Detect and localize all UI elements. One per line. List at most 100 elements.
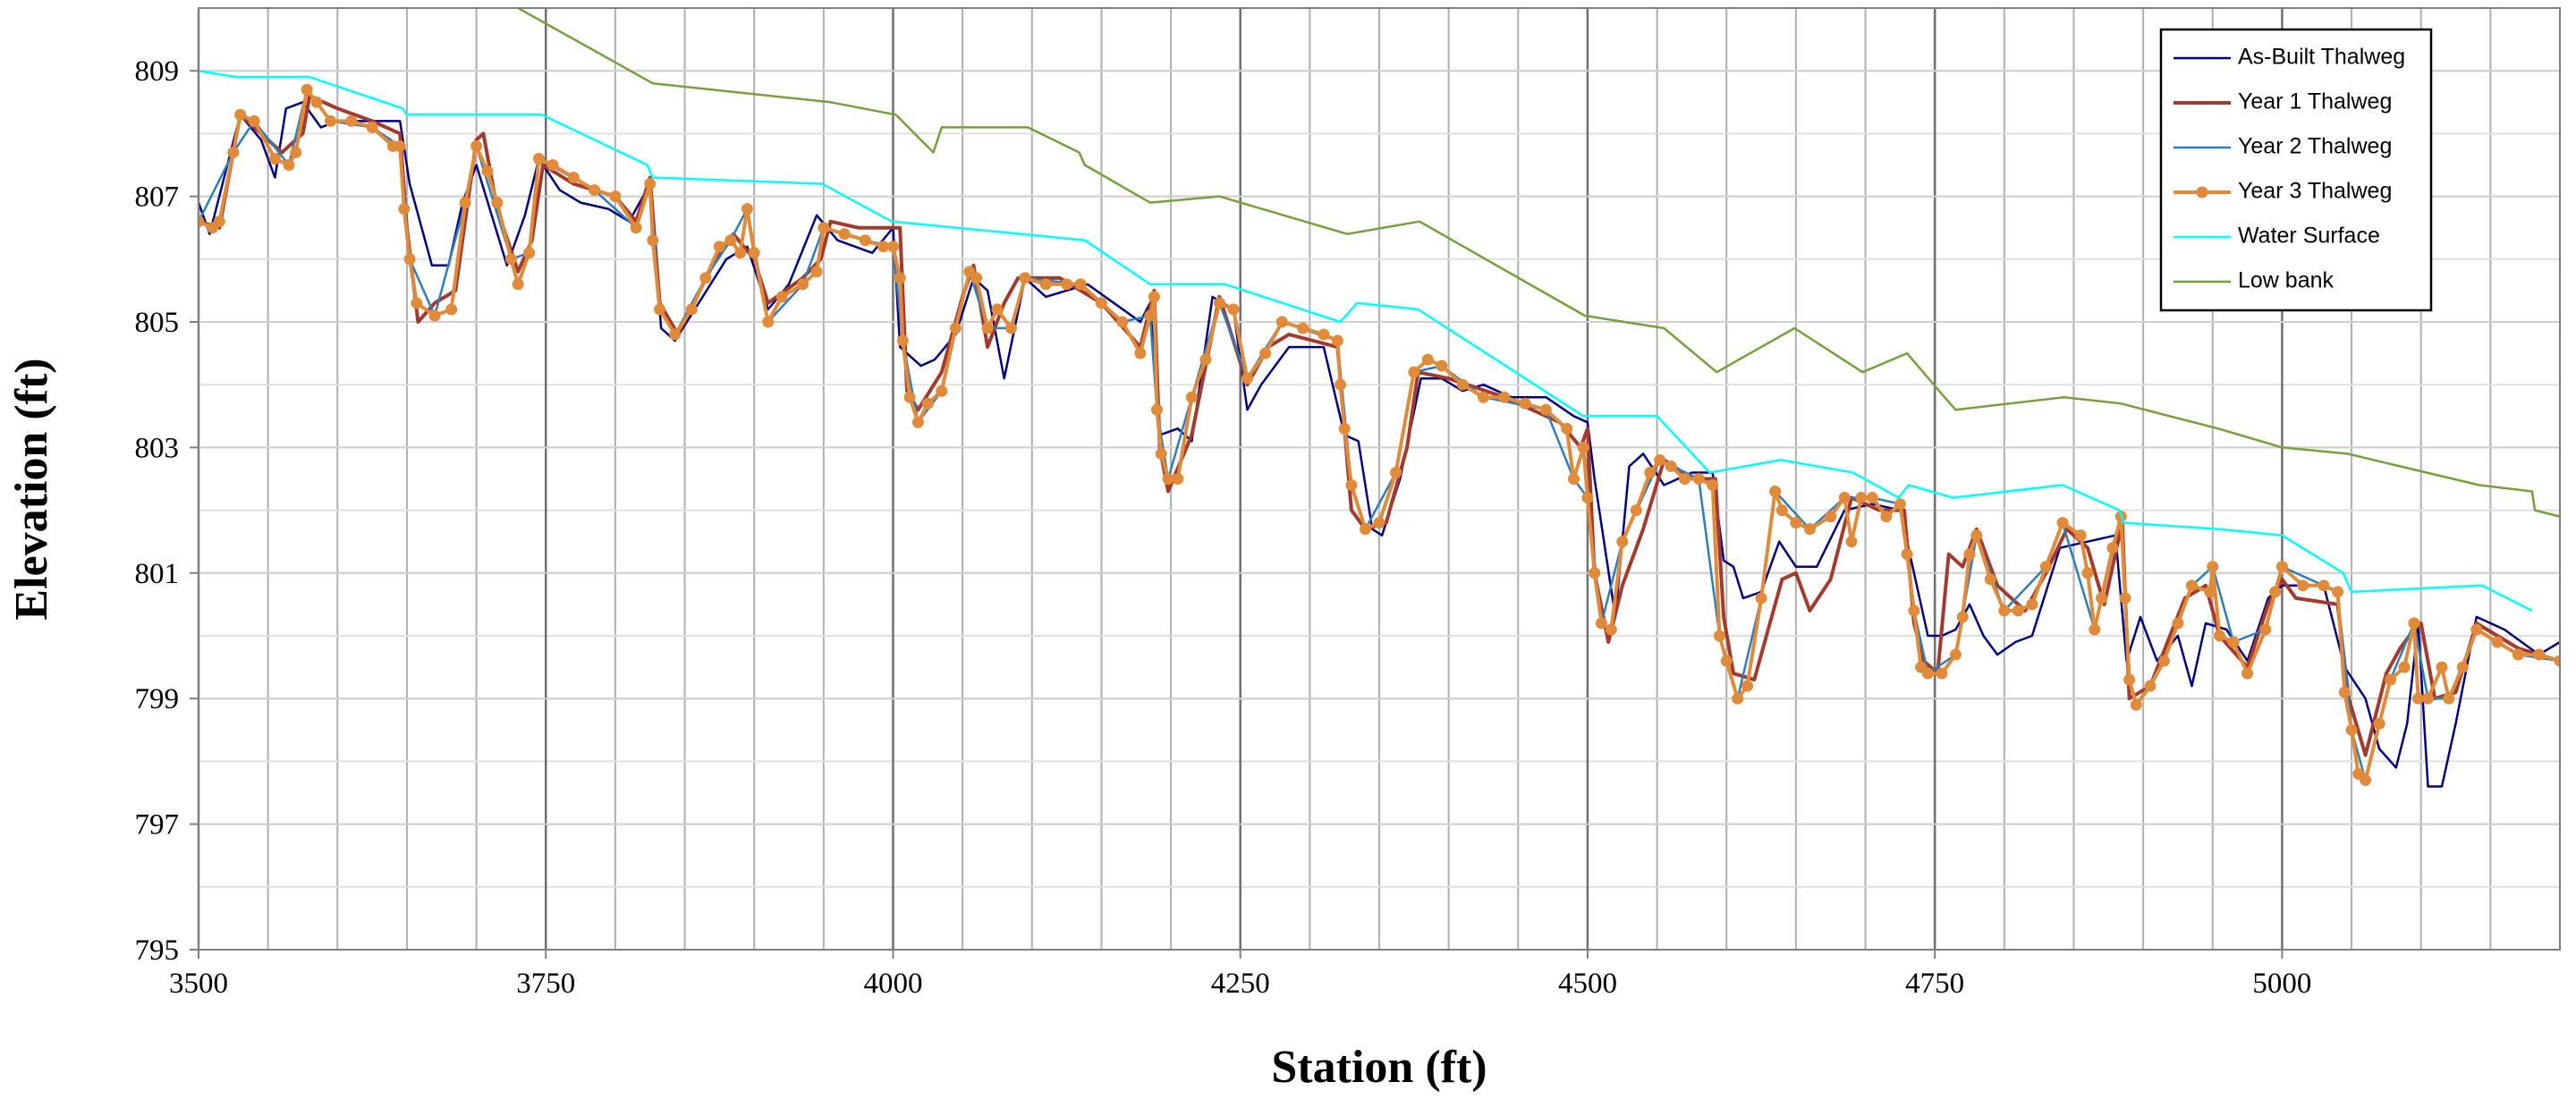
point-marker: [2172, 617, 2184, 630]
point-marker: [2241, 667, 2254, 680]
point-marker: [366, 121, 378, 133]
point-marker: [2227, 636, 2240, 648]
point-marker: [949, 322, 962, 334]
point-marker: [647, 234, 659, 247]
point-marker: [470, 139, 483, 152]
point-marker: [1338, 422, 1351, 435]
point-marker: [2157, 655, 2170, 667]
point-marker: [1894, 498, 1906, 511]
point-marker: [2385, 673, 2397, 686]
point-marker: [970, 272, 983, 284]
x-tick-label: 3750: [516, 968, 575, 1000]
y-tick-label: 805: [135, 307, 180, 339]
point-marker: [2491, 636, 2504, 648]
legend-label: Low bank: [2238, 268, 2334, 293]
point-marker: [1963, 548, 1976, 561]
point-marker: [859, 234, 871, 247]
point-marker: [445, 303, 458, 316]
point-marker: [894, 272, 906, 284]
x-tick-label: 4500: [1558, 968, 1617, 1000]
point-marker: [810, 266, 823, 278]
point-marker: [1949, 648, 1962, 661]
point-marker: [609, 190, 622, 203]
point-marker: [523, 247, 536, 259]
point-marker: [1998, 604, 2011, 617]
point-marker: [2436, 661, 2448, 673]
point-marker: [1956, 611, 1969, 623]
point-marker: [481, 165, 494, 178]
point-marker: [268, 152, 281, 165]
point-marker: [2275, 561, 2288, 573]
point-marker: [2269, 586, 2282, 598]
point-marker: [1908, 604, 1920, 617]
point-marker: [1741, 680, 1754, 692]
point-marker: [1630, 504, 1642, 517]
point-marker: [2106, 542, 2119, 554]
point-marker: [1241, 372, 1253, 385]
point-marker: [1456, 378, 1469, 391]
point-marker: [1199, 353, 1212, 366]
point-marker: [1644, 466, 1657, 478]
point-marker: [1755, 592, 1767, 604]
point-marker: [2081, 567, 2094, 579]
point-marker: [991, 303, 1004, 316]
point-marker: [1581, 492, 1594, 504]
x-tick-label: 4750: [1905, 968, 1964, 1000]
point-marker: [1498, 391, 1511, 403]
point-marker: [1936, 667, 1948, 680]
point-marker: [459, 197, 471, 209]
point-marker: [2207, 561, 2219, 573]
plot-area: [199, 8, 2560, 788]
point-marker: [1803, 523, 1816, 536]
point-marker: [1172, 473, 1184, 485]
point-marker: [1095, 297, 1107, 309]
point-marker: [734, 247, 747, 259]
point-marker: [227, 146, 240, 158]
point-marker: [325, 114, 337, 127]
point-marker: [1155, 447, 1167, 460]
point-marker: [877, 241, 890, 253]
point-marker: [1151, 403, 1164, 416]
point-marker: [234, 108, 247, 121]
point-marker: [2318, 579, 2330, 592]
point-marker: [2012, 604, 2024, 617]
point-marker: [199, 216, 205, 228]
point-marker: [1921, 667, 1934, 680]
point-marker: [2345, 723, 2358, 736]
point-marker: [1855, 492, 1868, 504]
legend-marker: [2196, 186, 2208, 199]
point-marker: [491, 197, 504, 209]
y-tick-label: 803: [135, 432, 180, 464]
point-marker: [1732, 692, 1744, 705]
point-marker: [1144, 309, 1157, 322]
point-marker: [1345, 479, 1358, 492]
point-marker: [1318, 328, 1330, 341]
point-marker: [411, 297, 423, 309]
point-marker: [589, 184, 601, 197]
point-marker: [248, 114, 260, 127]
point-marker: [1616, 536, 1629, 548]
point-marker: [504, 253, 517, 266]
y-tick-label: 799: [135, 683, 180, 715]
point-marker: [2360, 774, 2372, 786]
y-tick-label: 809: [135, 55, 180, 88]
point-marker: [1679, 473, 1691, 485]
point-marker: [818, 222, 830, 234]
point-marker: [1373, 517, 1385, 529]
point-marker: [2533, 648, 2546, 661]
point-marker: [2119, 592, 2131, 604]
point-marker: [2026, 598, 2038, 611]
y-axis-title: Elevation (ft): [6, 358, 57, 620]
point-marker: [1825, 511, 1837, 523]
x-tick-label: 5000: [2252, 968, 2311, 1000]
point-marker: [1116, 316, 1129, 328]
point-marker: [1769, 486, 1782, 498]
point-marker: [310, 96, 323, 108]
point-marker: [2297, 579, 2309, 592]
point-marker: [2338, 686, 2351, 698]
point-marker: [1519, 397, 1531, 410]
series-line: [517, 8, 2560, 518]
point-marker: [1713, 630, 1725, 642]
point-marker: [644, 178, 657, 190]
point-marker: [1707, 479, 1719, 492]
